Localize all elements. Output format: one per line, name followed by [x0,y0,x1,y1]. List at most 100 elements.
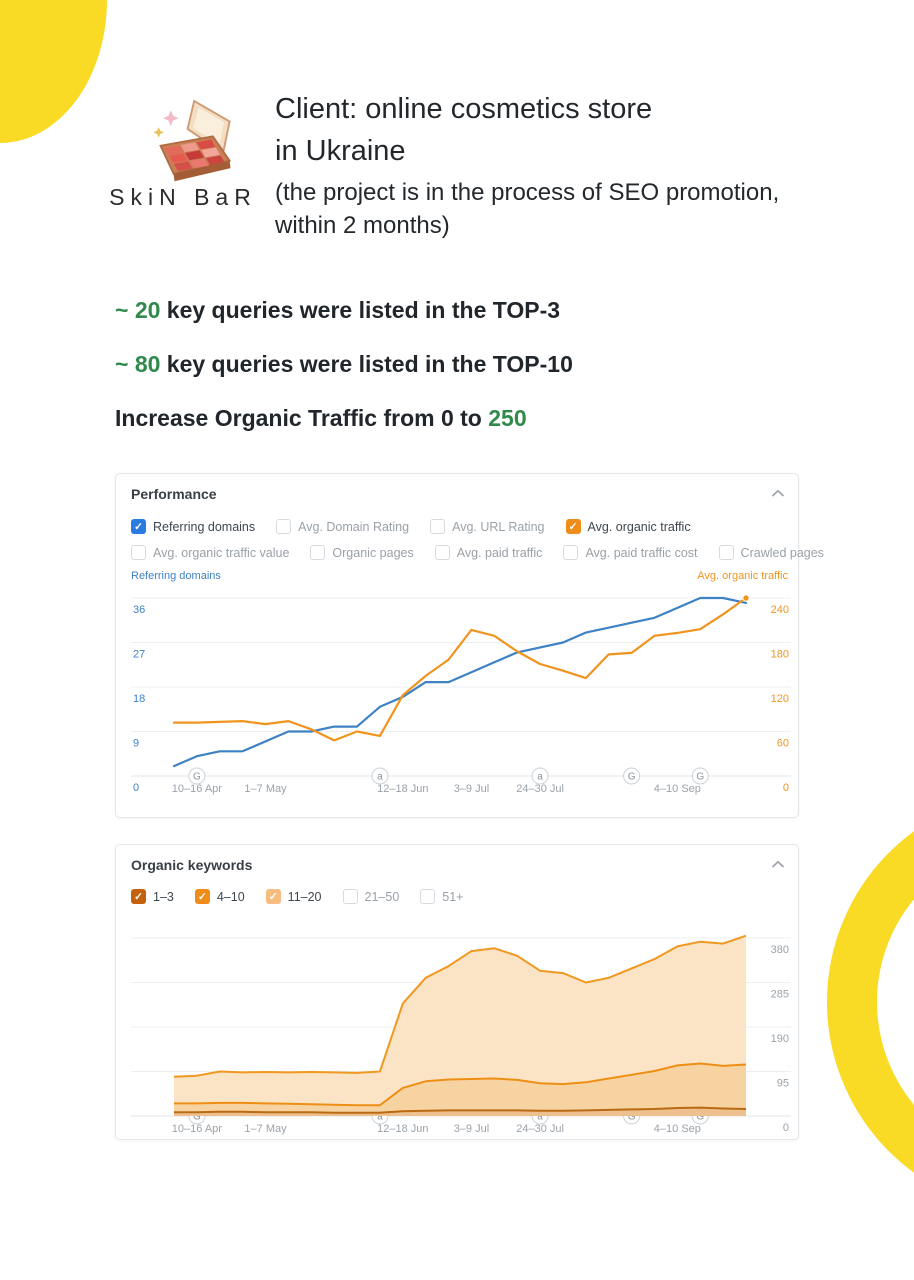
stat-text: Increase Organic Traffic from 0 to [115,405,489,431]
stat-text: key queries were listed in the TOP-3 [160,297,561,323]
x-tick-label: 12–18 Jun [377,1123,428,1135]
left-axis-title: Referring domains [131,570,221,582]
stat-text: key queries were listed in the TOP-10 [160,351,573,377]
x-tick-label: 1–7 May [244,1123,287,1135]
filter-label: 11–20 [287,889,322,904]
organic-keywords-panel: Organic keywords ✓ 1–3 ✓ 4–10 ✓ 11–20 21–50 51+… [115,844,799,1140]
svg-text:G: G [696,772,704,783]
filter-21-50[interactable]: 21–50 [342,889,400,904]
y-tick-right: 285 [771,989,789,1001]
y-tick-right: 95 [777,1078,789,1090]
checkbox-icon[interactable] [131,545,146,560]
filter-organic-pages[interactable]: Organic pages [310,545,414,560]
svg-text:a: a [537,1112,543,1123]
filter-label: Organic pages [332,545,414,560]
area-top-line [174,1062,747,1107]
svg-text:a: a [537,772,543,783]
x-tick-label: 1–7 May [244,783,287,795]
checkbox-icon[interactable] [434,545,450,560]
filter-label: Avg. organic traffic [587,519,691,534]
filter-label: 21–50 [364,889,400,904]
organic-keywords-chart: 10–16 Apr 1–7 May 12–18 Jun 3–9 Jul 24–30 Ju… [131,934,791,1135]
x-tick-label: 24–30 Jul [516,1123,564,1135]
checkbox-icon[interactable] [563,545,579,560]
checkbox-icon[interactable] [420,889,436,904]
filter-1-3[interactable]: ✓ 1–3 [131,889,174,904]
filter-avg-paid-traffic[interactable]: Avg. paid traffic [434,545,543,560]
checkbox-icon[interactable] [342,889,358,904]
stat-organic-traffic: Increase Organic Traffic from 0 to 250 [115,405,527,432]
x-tick-label: 24–30 Jul [516,783,564,795]
y-tick-left: 9 [133,738,139,750]
stat-highlight: ~ 80 [115,351,161,377]
checkbox-icon[interactable] [276,519,292,534]
area-band [174,1107,746,1116]
filter-avg-paid-traffic-cost[interactable]: Avg. paid traffic cost [563,545,698,560]
event-marker-icon[interactable] [371,767,389,785]
stat-top3: ~ 20 key queries were listed in the TOP-… [115,297,560,324]
x-tick-label: 4–10 Sep [654,783,701,795]
filter-4-10[interactable]: ✓ 4–10 [194,889,245,904]
performance-filters-row2: Avg. organic traffic value Organic pages A… [131,545,824,560]
y-tick-left: 18 [133,693,145,705]
checkbox-checked-icon[interactable]: ✓ [265,889,281,904]
filter-label: Avg. paid traffic [456,545,543,560]
event-marker-icon[interactable] [531,767,549,785]
area-band [174,935,746,1116]
filter-label: Avg. URL Rating [452,519,545,534]
stat-top10: ~ 80 key queries were listed in the TOP-… [115,351,573,378]
filter-crawled-pages[interactable]: Crawled pages [718,545,824,560]
sparkle-icon [153,127,164,138]
filter-label: Referring domains [153,519,256,534]
svg-text:G: G [696,1112,704,1123]
x-tick-label: 4–10 Sep [654,1123,701,1135]
checkbox-icon[interactable] [718,545,734,560]
filter-avg-organic-traffic[interactable]: ✓ Avg. organic traffic [565,519,691,534]
svg-text:G: G [193,772,201,783]
filter-label: Avg. paid traffic cost [585,545,698,560]
filter-referring-domains[interactable]: ✓ Referring domains [131,519,255,534]
stat-highlight: 250 [488,405,527,431]
event-marker-icon[interactable] [188,767,206,785]
checkbox-icon[interactable] [430,519,446,534]
svg-text:a: a [377,772,383,783]
filter-avg-organic-traffic-value[interactable]: Avg. organic traffic value [131,545,289,560]
checkbox-checked-icon[interactable]: ✓ [194,889,210,904]
checkbox-checked-icon[interactable]: ✓ [131,519,146,534]
panel-title: Performance [131,486,217,502]
y-tick-right: 120 [771,693,789,705]
svg-text:G: G [628,772,636,783]
checkbox-checked-icon[interactable]: ✓ [565,519,581,534]
stat-highlight: ~ 20 [115,297,161,323]
event-marker-icon[interactable] [691,767,709,785]
y-tick-right: 180 [771,649,789,661]
collapse-chevron-icon[interactable] [771,489,785,498]
filter-51-[interactable]: 51+ [420,889,464,904]
y-tick-right: 0 [783,1122,789,1134]
y-tick-right: 380 [771,944,789,956]
filter-11-20[interactable]: ✓ 11–20 [265,889,322,904]
area-top-line [174,1106,747,1114]
checkbox-checked-icon[interactable]: ✓ [131,889,146,904]
series-endpoint-dot [742,594,750,602]
filter-avg-domain-rating[interactable]: Avg. Domain Rating [276,519,409,534]
filter-label: 1–3 [153,889,174,904]
svg-text:G: G [193,1112,201,1123]
y-tick-right: 240 [771,604,789,616]
x-tick-label: 3–9 Jul [454,783,489,795]
filter-avg-url-rating[interactable]: Avg. URL Rating [430,519,545,534]
right-axis-title: Avg. organic traffic [697,570,788,582]
y-tick-right: 0 [783,782,789,794]
decor-yellow-ring [827,831,914,1173]
event-marker-icon[interactable] [623,767,641,785]
y-tick-left: 27 [133,649,145,661]
y-tick-left: 0 [133,782,139,794]
y-tick-right: 190 [771,1033,789,1045]
panel-title: Organic keywords [131,857,253,873]
collapse-chevron-icon[interactable] [771,860,785,869]
skinbar-wordmark: SkiN BaR [109,184,257,210]
checkbox-icon[interactable] [310,545,326,560]
page-subtitle-line1: (the project is in the process of SEO pr… [275,179,780,206]
y-tick-right: 60 [777,738,789,750]
